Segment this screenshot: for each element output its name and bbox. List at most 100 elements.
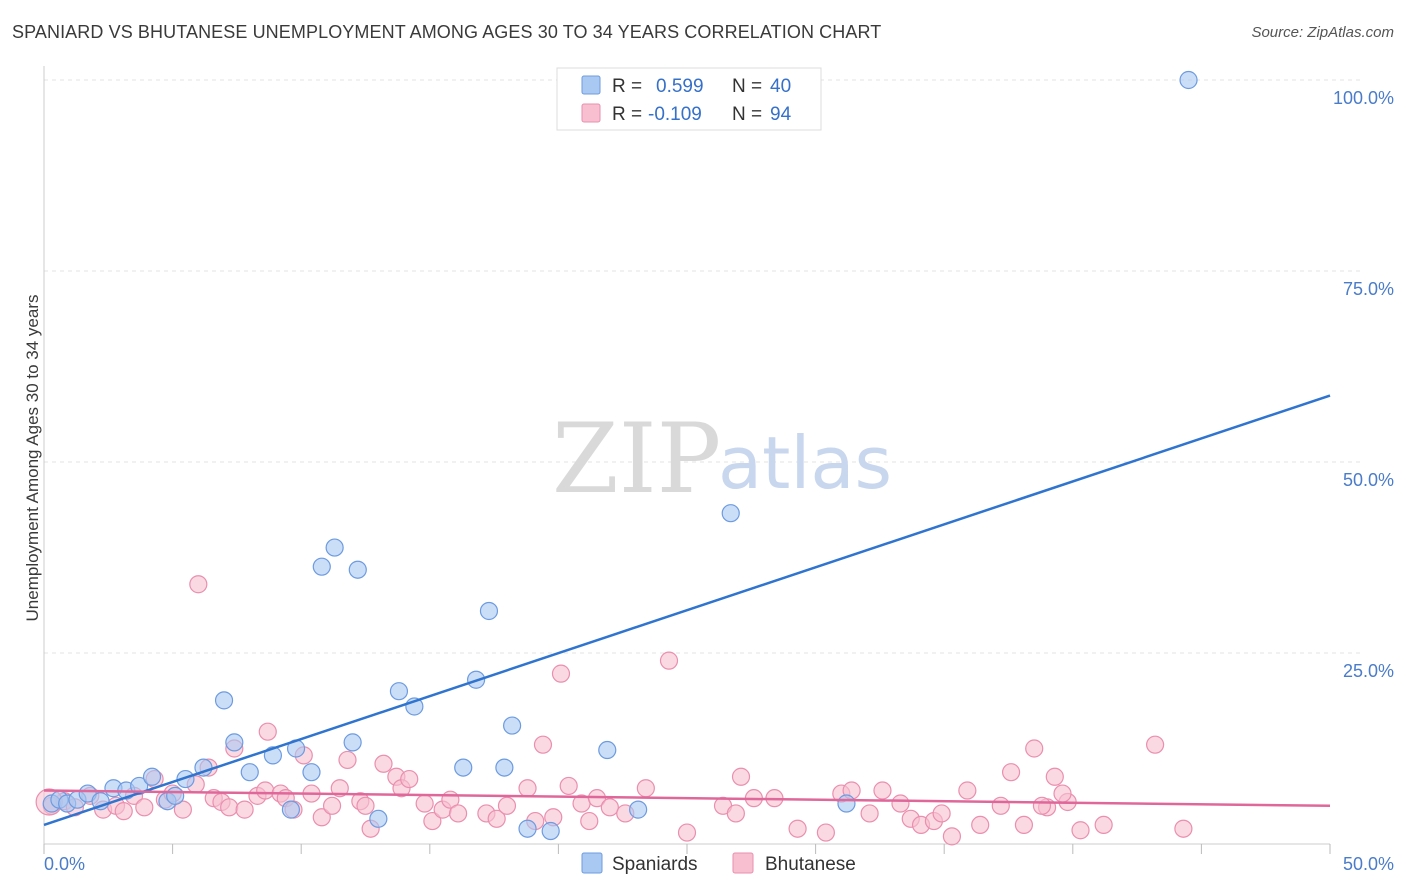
point-bhutanese-22	[256, 781, 275, 800]
series-spaniards-points	[42, 70, 1198, 841]
point-spaniards-14	[214, 691, 234, 710]
y-tick-label-0: 25.0%	[1343, 661, 1394, 681]
point-bhutanese-61	[677, 823, 697, 842]
point-spaniards-33	[518, 819, 537, 838]
y-tick-label-3: 100.0%	[1333, 88, 1394, 108]
point-bhutanese-36	[374, 754, 393, 773]
correlation-legend: R = 0.599 N = 40 R = -0.109 N = 94	[556, 67, 822, 131]
point-spaniards-12	[176, 769, 195, 789]
y-tick-label-1: 50.0%	[1343, 470, 1394, 490]
legend-n-label-spaniards: N =	[732, 76, 762, 97]
point-spaniards-30	[479, 601, 499, 621]
legend-swatch-spaniards	[581, 75, 601, 95]
point-bhutanese-14	[189, 575, 208, 594]
legend-box	[556, 67, 822, 131]
point-bhutanese-78	[971, 815, 990, 835]
x-tick-label-1: 50.0%	[1343, 854, 1394, 874]
point-spaniards-23	[343, 733, 362, 752]
point-bhutanese-29	[312, 808, 331, 827]
point-bhutanese-76	[942, 827, 962, 846]
trend-lines	[43, 394, 1331, 827]
point-bhutanese-39	[400, 769, 419, 789]
point-bhutanese-80	[1001, 763, 1021, 782]
point-bhutanese-30	[322, 796, 342, 815]
y-axis-title: Unemployment Among Ages 30 to 34 years	[23, 295, 42, 622]
source-label: Source: ZipAtlas.com	[1251, 24, 1394, 41]
axes	[43, 66, 1331, 854]
point-bhutanese-64	[731, 767, 751, 786]
bottom-legend-swatch-bhutanese	[732, 852, 754, 874]
watermark-zip: ZIP	[552, 403, 721, 515]
point-bhutanese-57	[600, 798, 619, 817]
point-spaniards-9	[142, 767, 162, 786]
point-bhutanese-87	[1094, 815, 1113, 835]
point-spaniards-38	[837, 794, 856, 813]
point-bhutanese-46	[487, 809, 506, 828]
legend-n-value-bhutanese: 94	[770, 104, 792, 125]
point-spaniards-22	[325, 538, 344, 557]
point-bhutanese-72	[891, 794, 910, 813]
point-spaniards-15	[225, 733, 244, 752]
point-spaniards-24	[348, 560, 367, 579]
point-spaniards-21	[312, 557, 331, 576]
legend-r-value-spaniards: 0.599	[656, 76, 704, 97]
y-tick-label-2: 75.0%	[1343, 279, 1394, 299]
point-bhutanese-60	[659, 651, 679, 670]
series-bhutanese-points	[35, 575, 1193, 846]
point-bhutanese-53	[559, 776, 578, 796]
watermark: ZIP atlas	[552, 403, 892, 515]
point-bhutanese-77	[958, 781, 977, 800]
series-legend: Spaniards Bhutanese	[581, 852, 856, 875]
point-bhutanese-84	[1045, 767, 1064, 786]
point-bhutanese-34	[356, 796, 375, 815]
point-bhutanese-18	[220, 798, 239, 817]
bottom-legend-label-bhutanese: Bhutanese	[765, 854, 856, 875]
bottom-legend-swatch-spaniards	[581, 852, 603, 874]
point-bhutanese-50	[533, 735, 553, 754]
legend-swatch-bhutanese	[581, 103, 601, 123]
point-bhutanese-55	[580, 811, 599, 831]
point-spaniards-36	[629, 800, 648, 819]
point-spaniards-16	[240, 763, 259, 782]
point-bhutanese-63	[726, 804, 745, 823]
chart-title: SPANIARD VS BHUTANESE UNEMPLOYMENT AMONG…	[12, 22, 882, 42]
point-bhutanese-59	[636, 779, 655, 798]
point-bhutanese-89	[1174, 819, 1193, 838]
x-tick-labels: 0.0% 50.0%	[44, 854, 1394, 874]
trend-line-spaniards	[43, 394, 1331, 827]
trend-line-bhutanese	[43, 789, 1331, 808]
point-bhutanese-66	[788, 819, 807, 838]
legend-r-label-spaniards: R =	[612, 76, 642, 97]
point-bhutanese-31	[330, 779, 349, 798]
point-spaniards-18	[281, 800, 301, 819]
legend-r-value-bhutanese: -0.109	[648, 104, 702, 125]
point-spaniards-25	[369, 809, 388, 828]
legend-n-value-spaniards: 40	[770, 76, 791, 97]
point-spaniards-37	[721, 504, 740, 523]
point-bhutanese-82	[1025, 739, 1044, 758]
point-bhutanese-48	[518, 779, 537, 798]
point-bhutanese-71	[873, 781, 892, 800]
point-bhutanese-47	[497, 796, 517, 815]
point-bhutanese-6	[114, 802, 133, 821]
point-bhutanese-32	[338, 750, 357, 770]
point-spaniards-31	[495, 758, 514, 777]
point-bhutanese-23	[258, 722, 277, 741]
point-bhutanese-67	[816, 823, 835, 842]
point-spaniards-28	[454, 758, 473, 777]
point-spaniards-20	[302, 763, 321, 782]
point-spaniards-11	[166, 786, 185, 805]
point-bhutanese-93	[932, 804, 951, 823]
point-bhutanese-81	[1014, 815, 1034, 835]
y-tick-labels: 25.0% 50.0% 75.0% 100.0%	[1333, 88, 1394, 681]
point-bhutanese-44	[448, 804, 468, 823]
point-bhutanese-91	[1032, 796, 1052, 815]
watermark-atlas: atlas	[718, 421, 892, 505]
point-bhutanese-70	[860, 804, 879, 823]
point-spaniards-39	[1179, 70, 1198, 90]
legend-n-label-bhutanese: N =	[732, 104, 762, 125]
point-bhutanese-41	[423, 811, 442, 831]
point-bhutanese-88	[1146, 735, 1165, 754]
bottom-legend-label-spaniards: Spaniards	[612, 854, 698, 875]
